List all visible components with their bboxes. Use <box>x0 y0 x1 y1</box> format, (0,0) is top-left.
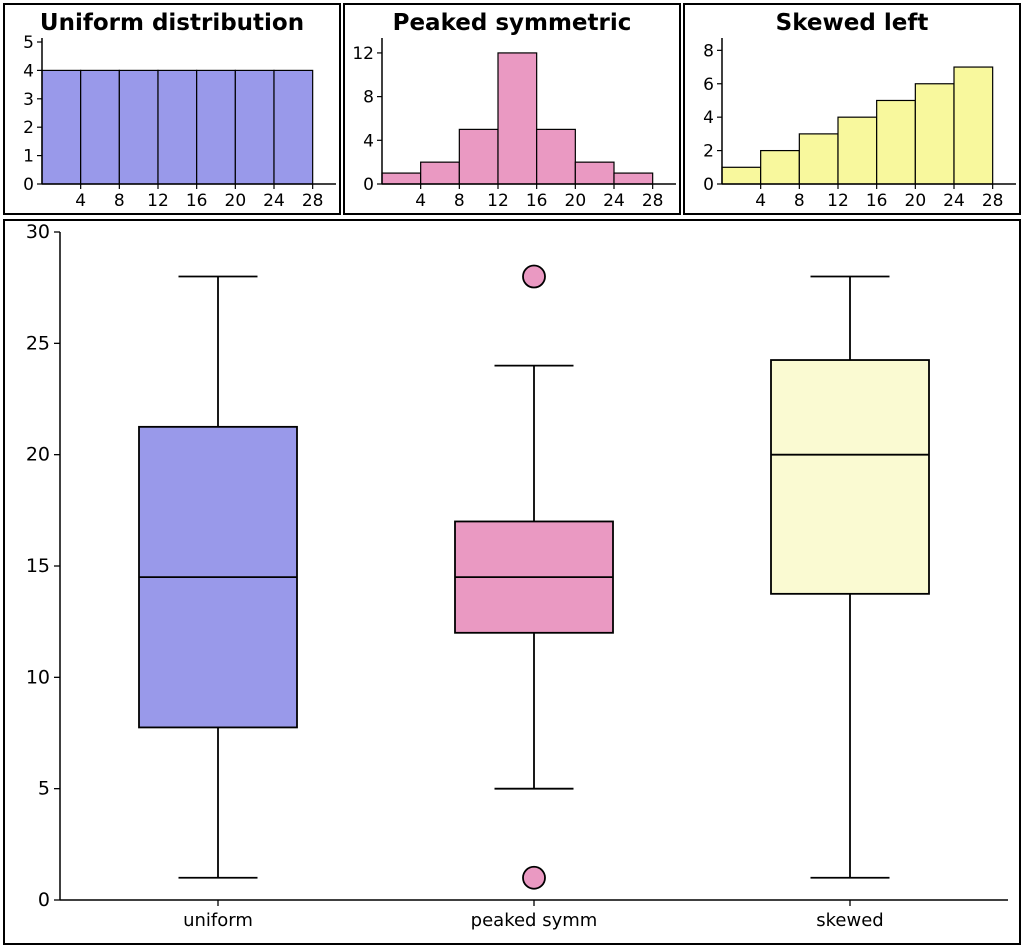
hist-bar <box>799 134 838 184</box>
hist-bar <box>119 70 158 184</box>
hist-bar <box>459 129 498 184</box>
hist-bar <box>42 70 81 184</box>
y-tick-label: 12 <box>352 44 374 64</box>
y-tick-label: 2 <box>23 118 34 138</box>
y-tick-label: 10 <box>26 666 50 688</box>
x-tick-label: 12 <box>487 191 509 211</box>
panel-title: Skewed left <box>776 10 929 36</box>
hist-bar <box>761 151 800 184</box>
x-tick-label: 20 <box>905 191 927 211</box>
x-tick-label: 4 <box>75 191 86 211</box>
box-xlabel: peaked symm <box>471 910 598 931</box>
hist-bar <box>158 70 197 184</box>
figure-root: Uniform distribution012345481216202428Pe… <box>0 0 1024 948</box>
hist-bar <box>575 162 614 184</box>
x-tick-label: 8 <box>114 191 125 211</box>
hist-panel-skewed: Skewed left02468481216202428 <box>684 4 1020 214</box>
hist-bar <box>877 100 916 184</box>
box-xlabel: uniform <box>183 910 253 931</box>
y-tick-label: 6 <box>703 75 714 95</box>
box-rect <box>771 360 929 594</box>
hist-bar <box>537 129 576 184</box>
y-tick-label: 4 <box>363 131 374 151</box>
y-tick-label: 5 <box>23 33 34 53</box>
y-tick-label: 0 <box>38 889 50 911</box>
hist-bar <box>421 162 460 184</box>
y-tick-label: 8 <box>363 88 374 108</box>
hist-bar <box>954 67 993 184</box>
y-tick-label: 0 <box>23 175 34 195</box>
y-tick-label: 15 <box>26 555 50 577</box>
outlier-marker <box>523 266 545 288</box>
panel-title: Peaked symmetric <box>393 10 632 36</box>
hist-bar <box>197 70 236 184</box>
boxplot-panel: 0 5 10 15 20 25 30 uniform peaked symm skewed <box>4 220 1020 944</box>
x-tick-label: 16 <box>186 191 208 211</box>
hist-bar <box>838 117 877 184</box>
hist-panel-peaked: Peaked symmetric 0 4 8 12 4 8 12 16 20 24 28 <box>344 4 680 214</box>
x-tick-label: 20 <box>565 191 587 211</box>
x-tick-label: 4 <box>755 191 766 211</box>
hist-bar <box>235 70 274 184</box>
hist-bar <box>274 70 313 184</box>
outlier-marker <box>523 867 545 889</box>
y-tick-label: 0 <box>363 175 374 195</box>
box-xlabel: skewed <box>816 910 883 931</box>
y-tick-label: 4 <box>703 108 714 128</box>
x-tick-label: 20 <box>225 191 247 211</box>
x-tick-label: 28 <box>982 191 1004 211</box>
hist-bar <box>81 70 120 184</box>
y-tick-label: 20 <box>26 444 50 466</box>
y-tick-label: 30 <box>26 221 50 243</box>
hist-bar <box>382 173 421 184</box>
y-tick-label: 0 <box>703 175 714 195</box>
x-tick-label: 8 <box>454 191 465 211</box>
hist-bar <box>722 167 761 184</box>
x-tick-label: 28 <box>642 191 664 211</box>
hist-bar <box>498 53 537 184</box>
x-tick-label: 4 <box>415 191 426 211</box>
y-tick-label: 25 <box>26 332 50 354</box>
y-tick-label: 3 <box>23 90 34 110</box>
x-tick-label: 24 <box>943 191 965 211</box>
x-tick-label: 28 <box>302 191 324 211</box>
y-tick-label: 4 <box>23 61 34 81</box>
y-tick-label: 2 <box>703 142 714 162</box>
panel-title: Uniform distribution <box>40 10 304 36</box>
y-tick-label: 1 <box>23 147 34 167</box>
x-tick-label: 12 <box>827 191 849 211</box>
x-tick-label: 16 <box>866 191 888 211</box>
hist-bar <box>915 84 954 184</box>
x-tick-label: 12 <box>147 191 169 211</box>
x-tick-label: 24 <box>603 191 625 211</box>
x-tick-label: 8 <box>794 191 805 211</box>
hist-bar <box>614 173 653 184</box>
x-tick-label: 24 <box>263 191 285 211</box>
x-tick-label: 16 <box>526 191 548 211</box>
hist-panel-uniform: Uniform distribution012345481216202428 <box>4 4 340 214</box>
y-tick-label: 5 <box>38 778 50 800</box>
figure-svg: Uniform distribution012345481216202428Pe… <box>0 0 1024 948</box>
y-tick-label: 8 <box>703 41 714 61</box>
